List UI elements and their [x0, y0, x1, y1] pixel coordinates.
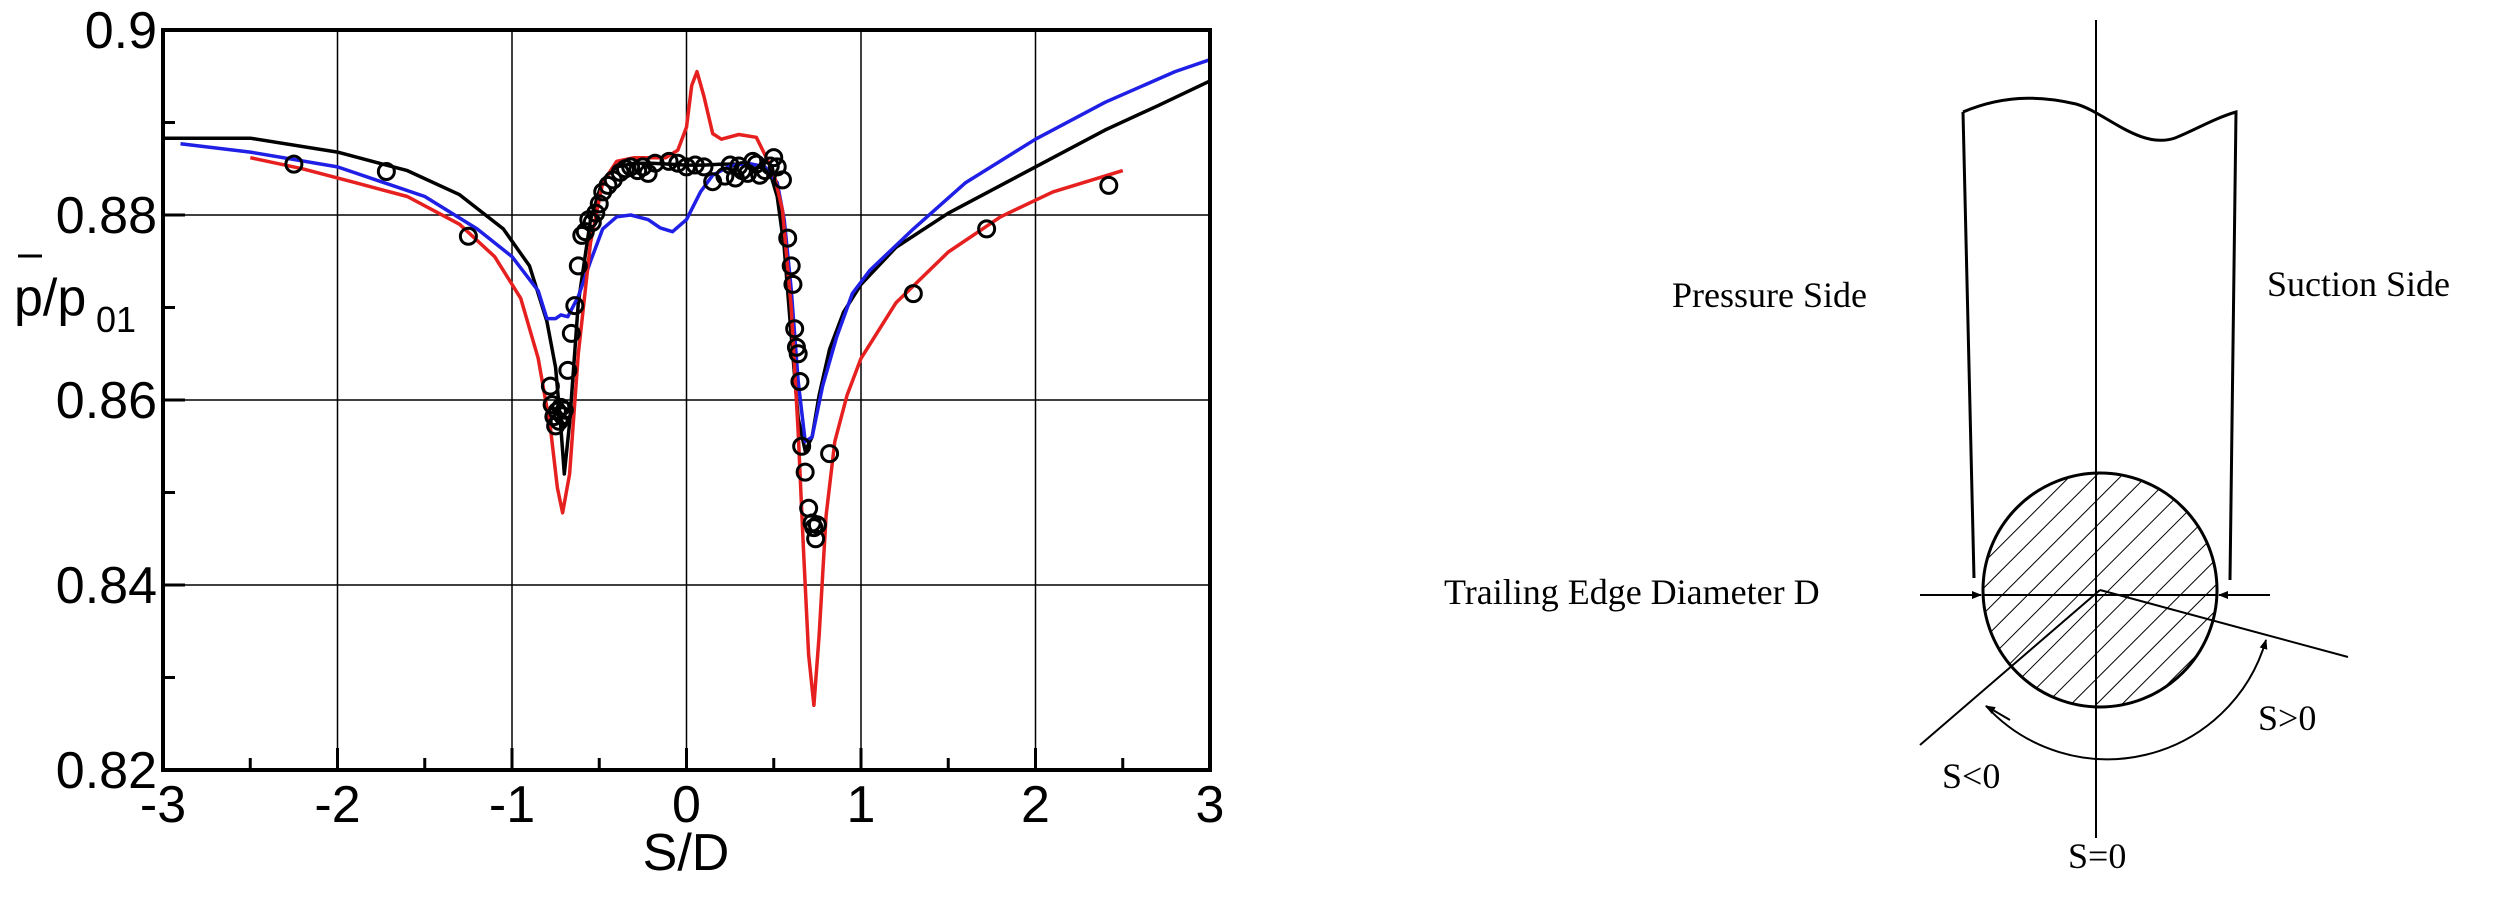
y-tick-label: 0.9 [85, 2, 157, 60]
pressure-side-label: Pressure Side [1672, 275, 1867, 315]
x-tick-label: -3 [140, 776, 186, 834]
x-tick-label: 3 [1196, 776, 1225, 834]
data-point-marker [568, 256, 588, 276]
data-point-marker [820, 444, 840, 464]
y-tick-label: 0.86 [56, 372, 157, 430]
x-tick-label: 0 [672, 776, 701, 834]
data-point-marker [715, 166, 735, 186]
data-point-marker [668, 153, 688, 173]
data-point-marker [376, 162, 396, 182]
data-point-marker [1099, 175, 1119, 195]
data-point-marker [551, 397, 571, 417]
data-point-marker [565, 296, 585, 316]
suction-normal-line [2099, 589, 2349, 658]
x-tick-label: -1 [489, 776, 535, 834]
x-axis-title: S/D [643, 824, 730, 882]
data-point-marker [572, 225, 592, 245]
data-point-marker [795, 462, 815, 482]
data-point-marker [778, 228, 798, 248]
data-point-marker [540, 376, 560, 396]
data-point-marker [589, 194, 609, 214]
data-point-marker [645, 153, 665, 173]
data-point-marker [806, 529, 826, 549]
data-point-marker [582, 212, 602, 232]
data-point-marker [750, 165, 770, 185]
data-point-marker [781, 256, 801, 276]
data-point-marker [558, 360, 578, 380]
data-point-marker [788, 344, 808, 364]
data-point-marker [554, 400, 574, 420]
data-point-marker [586, 203, 606, 223]
s-positive-label: S>0 [2258, 698, 2316, 738]
data-point-marker [694, 157, 714, 177]
suction-side-label: Suction Side [2267, 264, 2450, 304]
data-point-marker [659, 151, 679, 171]
data-point-marker [755, 161, 775, 181]
data-point-marker [804, 518, 824, 538]
data-point-marker [903, 284, 923, 304]
data-point-marker [807, 515, 827, 535]
data-point-marker [561, 323, 581, 343]
s-negative-label: S<0 [1942, 756, 2000, 796]
s-arc [1985, 639, 2268, 761]
data-point-marker [685, 155, 705, 175]
data-point-marker [284, 154, 304, 174]
chart-grid [163, 30, 1210, 770]
s-zero-label: S=0 [2068, 836, 2126, 876]
y-axis-title-subscript: 01 [96, 299, 136, 340]
y-axis-title-main: p/p [14, 269, 86, 327]
data-point-marker [792, 436, 812, 456]
y-tick-label: 0.82 [56, 742, 157, 800]
pressure-distribution-chart: -3 -2 -1 0 1 2 30.820.840.860.880.9 S/D p/p 01 [14, 2, 1224, 882]
s-arc-start-arrow [1985, 705, 2011, 721]
chart-tick-labels: -3 -2 -1 0 1 2 30.820.840.860.880.9 [56, 2, 1225, 834]
x-tick-label: -2 [314, 776, 360, 834]
data-point-marker [598, 175, 618, 195]
y-axis-title: p/p 01 [14, 254, 136, 340]
te-diameter-label: Trailing Edge Diameter D [1444, 572, 1820, 612]
data-point-marker [785, 319, 805, 339]
y-tick-label: 0.84 [56, 557, 157, 615]
y-tick-label: 0.88 [56, 187, 157, 245]
data-point-marker [790, 372, 810, 391]
x-tick-label: 2 [1021, 776, 1050, 834]
blade-outline [1961, 96, 2238, 581]
chart-series [163, 57, 1210, 708]
data-point-marker [772, 170, 792, 190]
pressure-normal-line [1919, 589, 2101, 746]
data-point-marker [458, 226, 478, 246]
data-point-marker [547, 401, 567, 421]
x-tick-label: 1 [847, 776, 876, 834]
data-point-marker [977, 219, 997, 239]
plot-frame [161, 28, 1212, 772]
blue-series-line [180, 57, 1210, 444]
data-point-marker [783, 274, 803, 294]
trailing-edge-diagram: Pressure Side Suction Side Trailing Edge… [1444, 20, 2450, 876]
data-point-marker [764, 148, 784, 168]
